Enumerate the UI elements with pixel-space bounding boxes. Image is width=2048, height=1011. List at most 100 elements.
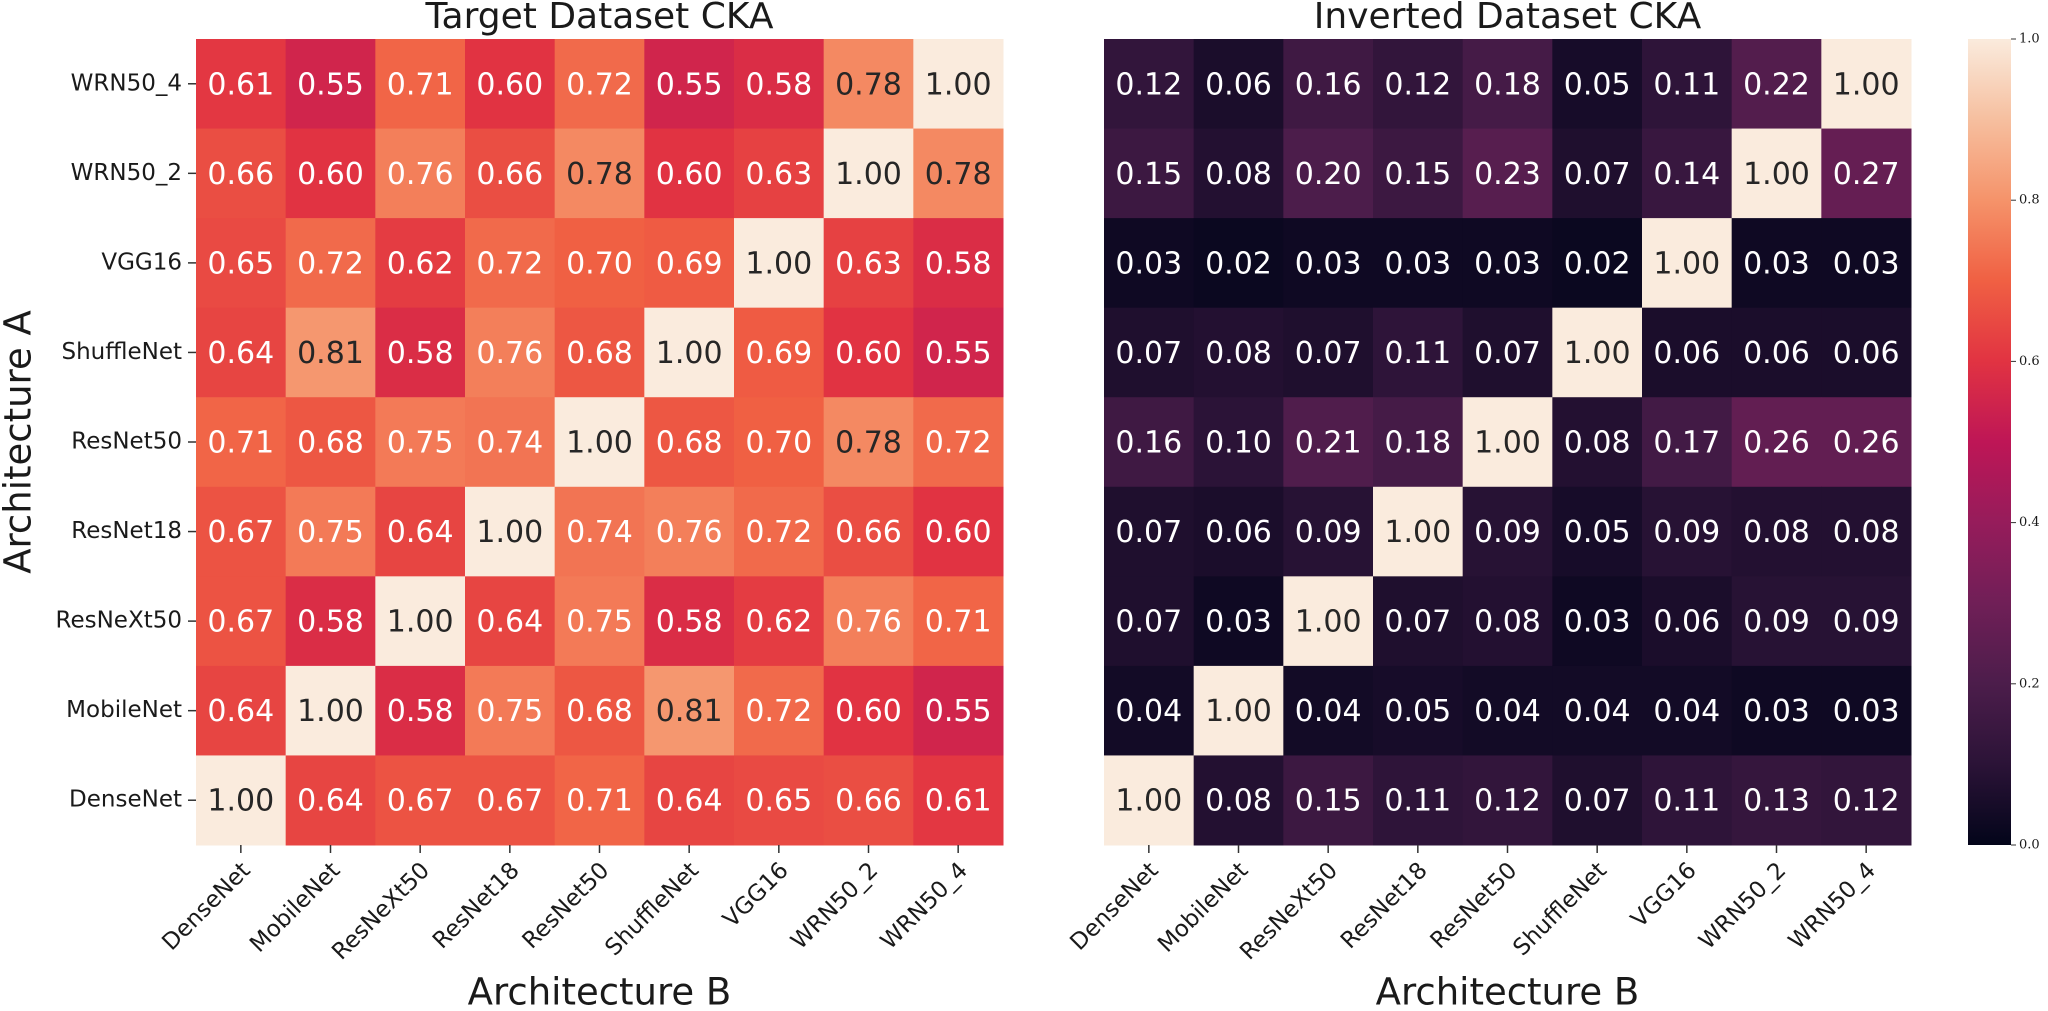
heatmap-cell [285,39,376,130]
heatmap-cell [1731,486,1822,577]
cell-label: 0.72 [745,515,812,550]
y-tick-label: WRN50_4 [71,70,182,96]
x-tick-label: ResNet18 [428,857,525,954]
heatmap-cell [554,218,645,309]
heatmap-cell [1821,486,1912,577]
cell-label: 0.75 [297,515,364,550]
heatmap-cell [1462,397,1553,488]
heatmap-cell [196,486,287,577]
cell-label: 0.11 [1384,336,1451,371]
heatmap-cell [1552,755,1643,846]
heatmap-cell [1193,128,1284,219]
heatmap-cell [1552,486,1643,577]
cell-label: 0.03 [1833,246,1900,281]
heatmap-cell [465,576,556,667]
heatmap-cell [285,307,376,398]
heatmap-cell [823,307,914,398]
heatmap-cell [1193,486,1284,577]
cell-label: 0.58 [925,246,992,281]
cell-label: 0.03 [1115,246,1182,281]
heatmap-cell [1821,218,1912,309]
x-tick-label: ShuffleNet [600,857,704,961]
cell-label: 0.60 [656,157,723,192]
cell-label: 0.81 [297,336,364,371]
cell-label: 0.69 [656,246,723,281]
heatmap-cell [1283,307,1374,398]
heatmap-cell [913,486,1004,577]
cell-label: 0.70 [566,246,633,281]
x-tick-label: DenseNet [157,857,255,955]
heatmap-cell [1283,39,1374,130]
heatmap-cell [1462,39,1553,130]
heatmap-cell [465,486,556,577]
cell-label: 0.18 [1474,67,1541,102]
heatmap-cell [1462,128,1553,219]
cell-label: 0.64 [207,336,274,371]
heatmap-cell [554,397,645,488]
cell-label: 0.08 [1205,157,1272,192]
heatmap-cell [644,755,735,846]
heatmap-cell [644,128,735,219]
cell-label: 0.62 [745,605,812,640]
cell-label: 0.07 [1474,336,1541,371]
heatmap-cell [1552,576,1643,667]
heatmap-cell [1283,486,1374,577]
heatmap-cell [1642,128,1733,219]
heatmap-cell [465,218,556,309]
cell-label: 1.00 [1653,246,1720,281]
cell-label: 0.65 [745,784,812,819]
cell-label: 0.74 [566,515,633,550]
heatmap-cell [1373,755,1464,846]
heatmap-cell [554,665,645,756]
heatmap-cell [465,307,556,398]
heatmap-cell [1642,307,1733,398]
heatmap-cell [1193,397,1284,488]
colorbar-tick-label: 0.6 [2019,354,2040,369]
cell-label: 0.03 [1474,246,1541,281]
heatmap-cell [285,397,376,488]
y-tick-label: ResNeXt50 [56,608,182,634]
heatmap-cell [1462,218,1553,309]
cell-label: 1.00 [1295,605,1362,640]
cell-label: 0.72 [297,246,364,281]
cell-label: 0.03 [1743,246,1810,281]
heatmap-cell [285,755,376,846]
cell-label: 1.00 [207,784,274,819]
heatmap-cell [196,576,287,667]
heatmap-cell [1283,665,1374,756]
colorbar-tick-label: 0.4 [2019,515,2040,530]
heatmap-cell [465,128,556,219]
cell-label: 0.78 [566,157,633,192]
cell-label: 0.22 [1743,67,1810,102]
cell-label: 0.64 [387,515,454,550]
cell-label: 0.72 [745,694,812,729]
heatmap-cell [1642,397,1733,488]
heatmap-cell [1283,755,1374,846]
cell-label: 0.10 [1205,426,1272,461]
y-tick-label: ResNet18 [71,518,182,544]
heatmap-cell [375,576,466,667]
heatmap-cell [1104,39,1195,130]
cell-label: 0.64 [656,784,723,819]
heatmap-cell [1373,307,1464,398]
cell-label: 0.66 [476,157,543,192]
x-axis-label: Architecture B [1376,971,1640,1011]
cell-label: 0.08 [1743,515,1810,550]
cell-label: 0.06 [1205,67,1272,102]
cell-label: 0.78 [835,426,902,461]
heatmap-cell [1642,39,1733,130]
heatmap-cell [375,218,466,309]
cell-label: 0.55 [925,336,992,371]
cell-label: 0.08 [1205,784,1272,819]
heatmap-cell [1283,128,1374,219]
cell-label: 0.06 [1653,336,1720,371]
heatmap-cell [1821,397,1912,488]
cell-label: 0.78 [835,67,902,102]
heatmap-cell [1731,39,1822,130]
cell-label: 0.16 [1115,426,1182,461]
heatmap-cell [1373,397,1464,488]
cell-label: 0.71 [207,426,274,461]
cell-label: 0.07 [1115,336,1182,371]
cell-label: 0.07 [1115,605,1182,640]
